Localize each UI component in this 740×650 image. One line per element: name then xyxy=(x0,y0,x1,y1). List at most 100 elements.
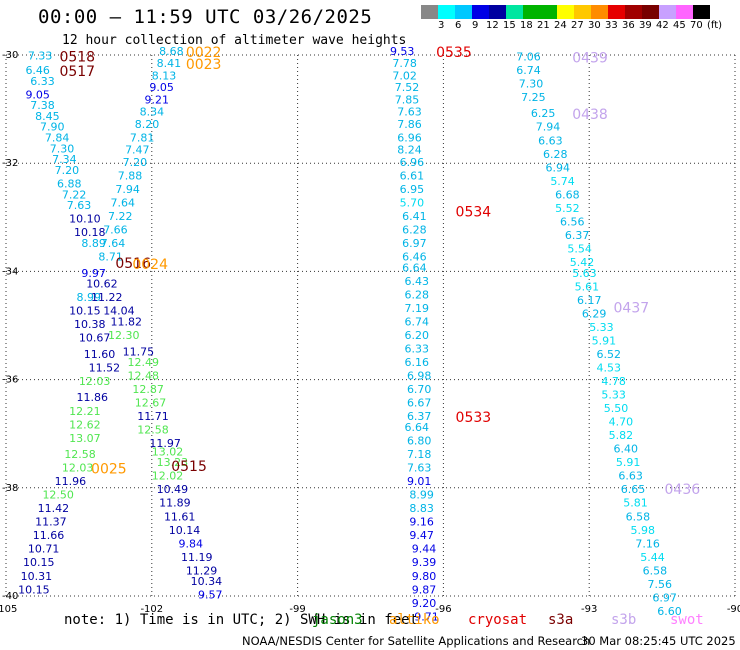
legend-label: 42 xyxy=(656,20,669,31)
swh-value: 8.89 xyxy=(81,237,106,250)
lat-tick-label: -32 xyxy=(2,158,18,169)
swh-value: 11.97 xyxy=(149,437,181,450)
swh-value: 4.70 xyxy=(609,416,634,429)
swh-value: 11.19 xyxy=(181,551,213,564)
swh-value: 6.95 xyxy=(400,183,425,196)
lon-tick-label: -93 xyxy=(581,604,597,615)
swh-value: 6.25 xyxy=(531,107,556,120)
swh-value: 9.01 xyxy=(407,475,432,488)
swh-value: 11.89 xyxy=(159,497,191,510)
swh-value: 13.23 xyxy=(157,456,189,469)
swh-value: 5.33 xyxy=(589,321,614,334)
swh-value: 6.46 xyxy=(25,64,50,77)
legend-swatch xyxy=(591,5,608,19)
swh-value: 5.98 xyxy=(631,524,656,537)
credit-line: NOAA/NESDIS Center for Satellite Applica… xyxy=(242,634,591,648)
swh-value: 10.18 xyxy=(74,226,106,239)
swh-value: 7.63 xyxy=(407,462,432,475)
legend-swatch xyxy=(455,5,472,19)
swh-value: 10.71 xyxy=(28,543,60,556)
lon-tick-label: -96 xyxy=(435,604,451,615)
legend-label: 30 xyxy=(588,20,601,31)
swh-value: 6.64 xyxy=(405,421,430,434)
legend-label: 45 xyxy=(673,20,686,31)
swh-value: 6.70 xyxy=(407,383,432,396)
legend-swatch xyxy=(438,5,455,19)
swh-value: 9.80 xyxy=(412,570,437,583)
swh-value: 10.10 xyxy=(69,213,101,226)
swh-value: 9.20 xyxy=(412,597,437,610)
swh-value: 9.44 xyxy=(412,543,437,556)
swh-value: 7.88 xyxy=(118,169,143,182)
swh-value: 5.70 xyxy=(400,196,425,209)
legend-label: 21 xyxy=(537,20,550,31)
axis-ticks: -105 -102 -99 -96 -93 -90 -30 -32 -34 -36 -38 -40 xyxy=(0,50,740,615)
legend-swatch xyxy=(676,5,693,19)
swh-value: 7.33 xyxy=(28,49,53,62)
swh-value: 7.30 xyxy=(519,77,544,90)
swh-value: 6.64 xyxy=(402,261,427,274)
swh-value: 12.87 xyxy=(132,383,164,396)
swh-value: 5.91 xyxy=(616,456,641,469)
swh-value: 6.74 xyxy=(405,316,430,329)
generation-timestamp: 30 Mar 08:25:45 UTC 2025 xyxy=(581,634,736,648)
pass-id-label: 0022 xyxy=(186,45,222,61)
pass-id-label: 0518 xyxy=(59,49,95,65)
legend-label: 36 xyxy=(622,20,635,31)
satellite-name: cryosat xyxy=(468,612,528,628)
legend-swatch xyxy=(472,5,489,19)
legend-label: 12 xyxy=(486,20,499,31)
swh-value: 7.84 xyxy=(45,132,70,145)
legend-swatch xyxy=(608,5,625,19)
swh-value: 11.37 xyxy=(35,516,67,529)
swh-value: 7.63 xyxy=(67,199,92,212)
swh-value: 13.07 xyxy=(69,432,101,445)
swh-value: 12.49 xyxy=(128,356,160,369)
legend-swatch xyxy=(659,5,676,19)
swh-value: 6.33 xyxy=(30,75,55,88)
legend-swatch xyxy=(506,5,523,19)
lon-tick-label: -105 xyxy=(0,604,17,615)
legend-label: 9 xyxy=(472,20,479,31)
swh-value: 7.52 xyxy=(395,81,420,94)
legend-label: 27 xyxy=(571,20,584,31)
swh-value: 6.60 xyxy=(657,605,682,618)
swh-value: 6.97 xyxy=(402,237,427,250)
swh-value: 6.94 xyxy=(545,161,570,174)
swh-value: 8.41 xyxy=(157,57,182,70)
swh-value: 9.57 xyxy=(198,589,223,602)
swh-value: 6.63 xyxy=(538,134,563,147)
swh-value: 6.98 xyxy=(407,370,432,383)
swh-value: 10.34 xyxy=(191,575,223,588)
legend-swatches xyxy=(421,5,731,19)
swh-value: 12.21 xyxy=(69,405,101,418)
pass-id-label: 0515 xyxy=(171,459,207,475)
swh-value: 10.38 xyxy=(74,318,106,331)
swh-value: 6.65 xyxy=(621,483,646,496)
swh-value: 7.30 xyxy=(50,142,75,155)
pass-id-label: 0517 xyxy=(59,64,95,80)
swh-value: 10.15 xyxy=(23,556,55,569)
satellite-name: swot xyxy=(670,612,704,628)
map-subtitle: 12 hour collection of altimeter wave hei… xyxy=(62,33,407,48)
swh-value: 7.78 xyxy=(392,57,417,70)
swh-value: 13.02 xyxy=(152,445,184,458)
swh-value: 6.61 xyxy=(400,169,425,182)
swh-value: 7.94 xyxy=(115,183,140,196)
swh-value: 7.38 xyxy=(30,99,55,112)
swh-value: 5.50 xyxy=(604,402,629,415)
swh-value: 6.46 xyxy=(402,251,427,264)
swh-value: 6.58 xyxy=(626,510,651,523)
color-legend: 3 6 9 12 15 18 21 24 27 30 33 36 39 42 45 70 (ft) xyxy=(421,5,731,33)
swh-value: 12.02 xyxy=(152,470,184,483)
legend-labels: 3 6 9 12 15 18 21 24 27 30 33 36 39 42 45 70 (ft) xyxy=(421,19,731,33)
swh-value: 7.34 xyxy=(52,153,77,166)
swh-value: 6.96 xyxy=(400,156,425,169)
swh-value: 4.78 xyxy=(601,375,626,388)
lon-tick-label: -102 xyxy=(140,604,163,615)
pass-id-label: 0516 xyxy=(115,256,151,272)
legend-swatch xyxy=(693,5,710,19)
swh-value: 8.45 xyxy=(35,110,60,123)
swh-value: 5.61 xyxy=(575,280,600,293)
